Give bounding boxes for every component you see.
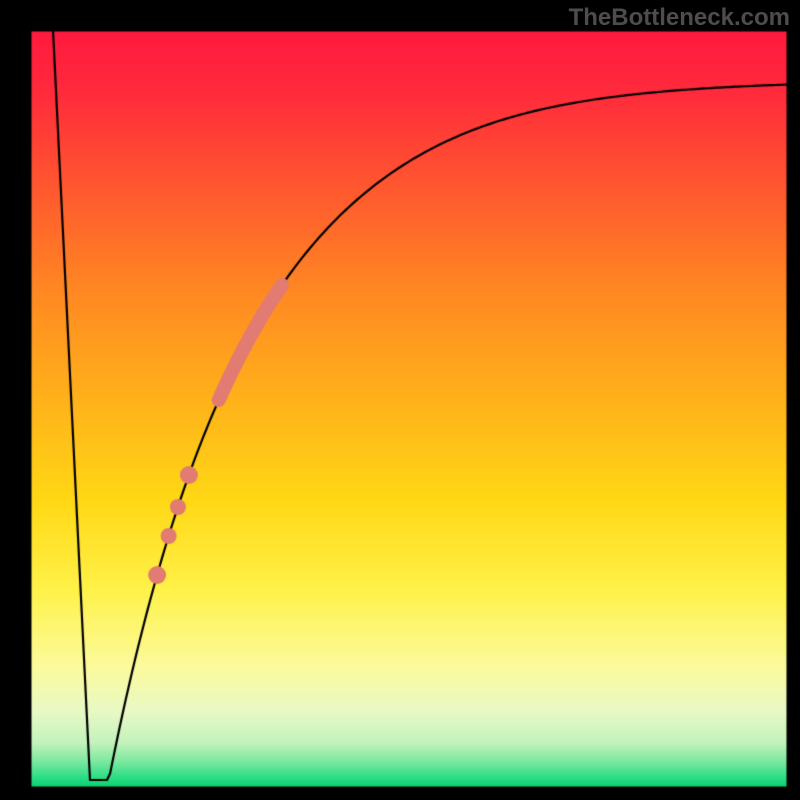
watermark-text: TheBottleneck.com	[569, 4, 790, 32]
bottleneck-chart	[0, 0, 800, 800]
chart-container: TheBottleneck.com	[0, 0, 800, 800]
